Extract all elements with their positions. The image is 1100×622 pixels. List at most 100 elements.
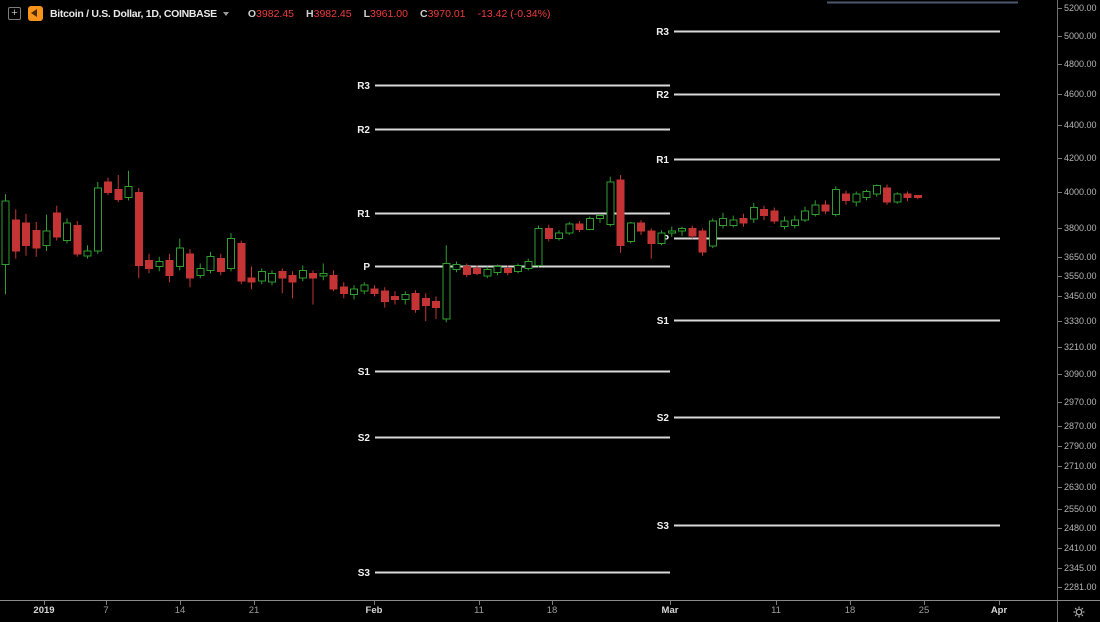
price-axis[interactable]: 5200.00 5000.00 4800.00 4600.00 4400.00 4200.… xyxy=(1058,0,1100,600)
candle xyxy=(729,219,738,227)
price-tick-mark xyxy=(1058,487,1062,488)
candle xyxy=(862,190,871,199)
candle xyxy=(780,220,789,228)
candle xyxy=(134,191,143,266)
price-tick-mark xyxy=(1058,426,1062,427)
pivot-label-s3: S3 xyxy=(358,568,371,579)
price-tick-mark xyxy=(1058,402,1062,403)
candle xyxy=(257,270,266,282)
time-tick-mark xyxy=(374,601,375,605)
price-tick-mark xyxy=(1058,64,1062,65)
candle xyxy=(831,189,840,216)
candle xyxy=(329,274,338,290)
time-tick-mark xyxy=(479,601,480,605)
candle xyxy=(93,187,102,252)
pivot-label-r3: R3 xyxy=(357,81,370,92)
candle xyxy=(524,261,533,269)
candle xyxy=(596,215,604,219)
candle xyxy=(503,267,512,273)
pivot-label-p: P xyxy=(363,262,370,273)
candle xyxy=(442,262,451,320)
symbol-title[interactable]: Bitcoin / U.S. Dollar, 1D, COINBASE xyxy=(50,7,217,20)
candle xyxy=(11,219,20,252)
price-tick-mark xyxy=(1058,466,1062,467)
candle xyxy=(872,184,881,195)
price-tick-mark xyxy=(1058,8,1062,9)
add-symbol-button[interactable]: + xyxy=(8,7,21,20)
candle xyxy=(913,194,922,199)
candle xyxy=(647,230,656,244)
axis-settings-corner[interactable] xyxy=(1058,601,1100,622)
candle xyxy=(155,261,164,267)
candle xyxy=(544,227,553,240)
candle xyxy=(227,238,235,269)
high-label: H xyxy=(306,7,314,20)
candle xyxy=(893,193,902,203)
pivot-label-r2: R2 xyxy=(656,90,669,101)
price-axis-label: 2480.00 xyxy=(1064,523,1097,534)
candle xyxy=(555,232,563,240)
candle xyxy=(626,222,635,242)
candle xyxy=(309,272,317,279)
close-label: C xyxy=(419,7,428,20)
price-axis-label: 3800.00 xyxy=(1064,223,1097,234)
candle xyxy=(842,193,850,201)
candle xyxy=(575,223,584,230)
candle xyxy=(145,260,153,269)
price-axis-label: 2410.00 xyxy=(1064,543,1097,554)
candle xyxy=(637,222,645,232)
price-axis-label: 4200.00 xyxy=(1064,153,1097,164)
candle xyxy=(432,300,440,309)
chart-canvas[interactable]: R3 R2 R1 P S1 S2 S3 R3 R2 R1 P S1 S2 S3 xyxy=(0,0,1057,600)
time-axis-label: 2019 xyxy=(33,605,55,616)
pivot-label-r1: R1 xyxy=(656,155,669,166)
candle xyxy=(749,206,758,220)
candle xyxy=(421,297,430,307)
change-value: -13.42 (-0.34%) xyxy=(477,7,551,20)
time-tick-mark xyxy=(106,601,107,605)
price-tick-mark xyxy=(1058,548,1062,549)
price-tick-mark xyxy=(1058,374,1062,375)
candle xyxy=(73,225,82,255)
price-axis-label: 2345.00 xyxy=(1064,562,1097,573)
time-axis-label: 18 xyxy=(546,605,558,616)
candle xyxy=(370,288,379,294)
candle xyxy=(175,247,184,267)
time-tick-mark xyxy=(44,601,45,605)
candle xyxy=(278,270,287,279)
time-axis-label: 11 xyxy=(771,605,781,616)
candle xyxy=(268,272,276,283)
price-axis-label: 5200.00 xyxy=(1064,3,1097,13)
close-value: 3970.01 xyxy=(427,7,466,20)
candle xyxy=(667,230,676,234)
candle xyxy=(452,263,461,270)
candle xyxy=(339,286,348,294)
candle xyxy=(288,274,297,283)
chart-legend: + Bitcoin / U.S. Dollar, 1D, COINBASE O3… xyxy=(8,6,550,21)
price-tick-mark xyxy=(1058,528,1062,529)
time-axis-label: 25 xyxy=(918,605,930,616)
price-tick-mark xyxy=(1058,94,1062,95)
candle xyxy=(114,189,123,200)
time-axis[interactable]: 2019 7 14 21 Feb 11 18 Mar 11 18 25 Apr xyxy=(0,601,1057,622)
candle xyxy=(124,185,133,199)
price-tick-mark xyxy=(1058,568,1062,569)
candle xyxy=(206,256,215,271)
time-tick-mark xyxy=(552,601,553,605)
candle xyxy=(247,277,256,283)
price-tick-mark xyxy=(1058,257,1062,258)
price-axis-label: 5000.00 xyxy=(1064,30,1097,41)
chevron-down-icon[interactable] xyxy=(222,11,229,16)
price-axis-label: 3650.00 xyxy=(1064,251,1097,262)
candle xyxy=(688,227,697,237)
price-axis-label: 3090.00 xyxy=(1064,368,1097,379)
candle xyxy=(698,230,707,253)
price-tick-mark xyxy=(1058,296,1062,297)
pivot-label-s1: S1 xyxy=(358,367,371,378)
candle xyxy=(565,223,574,234)
settings-gear-icon[interactable] xyxy=(1072,605,1086,619)
candle xyxy=(104,181,112,193)
candle xyxy=(216,258,225,272)
pivot-label-s2: S2 xyxy=(358,433,371,444)
